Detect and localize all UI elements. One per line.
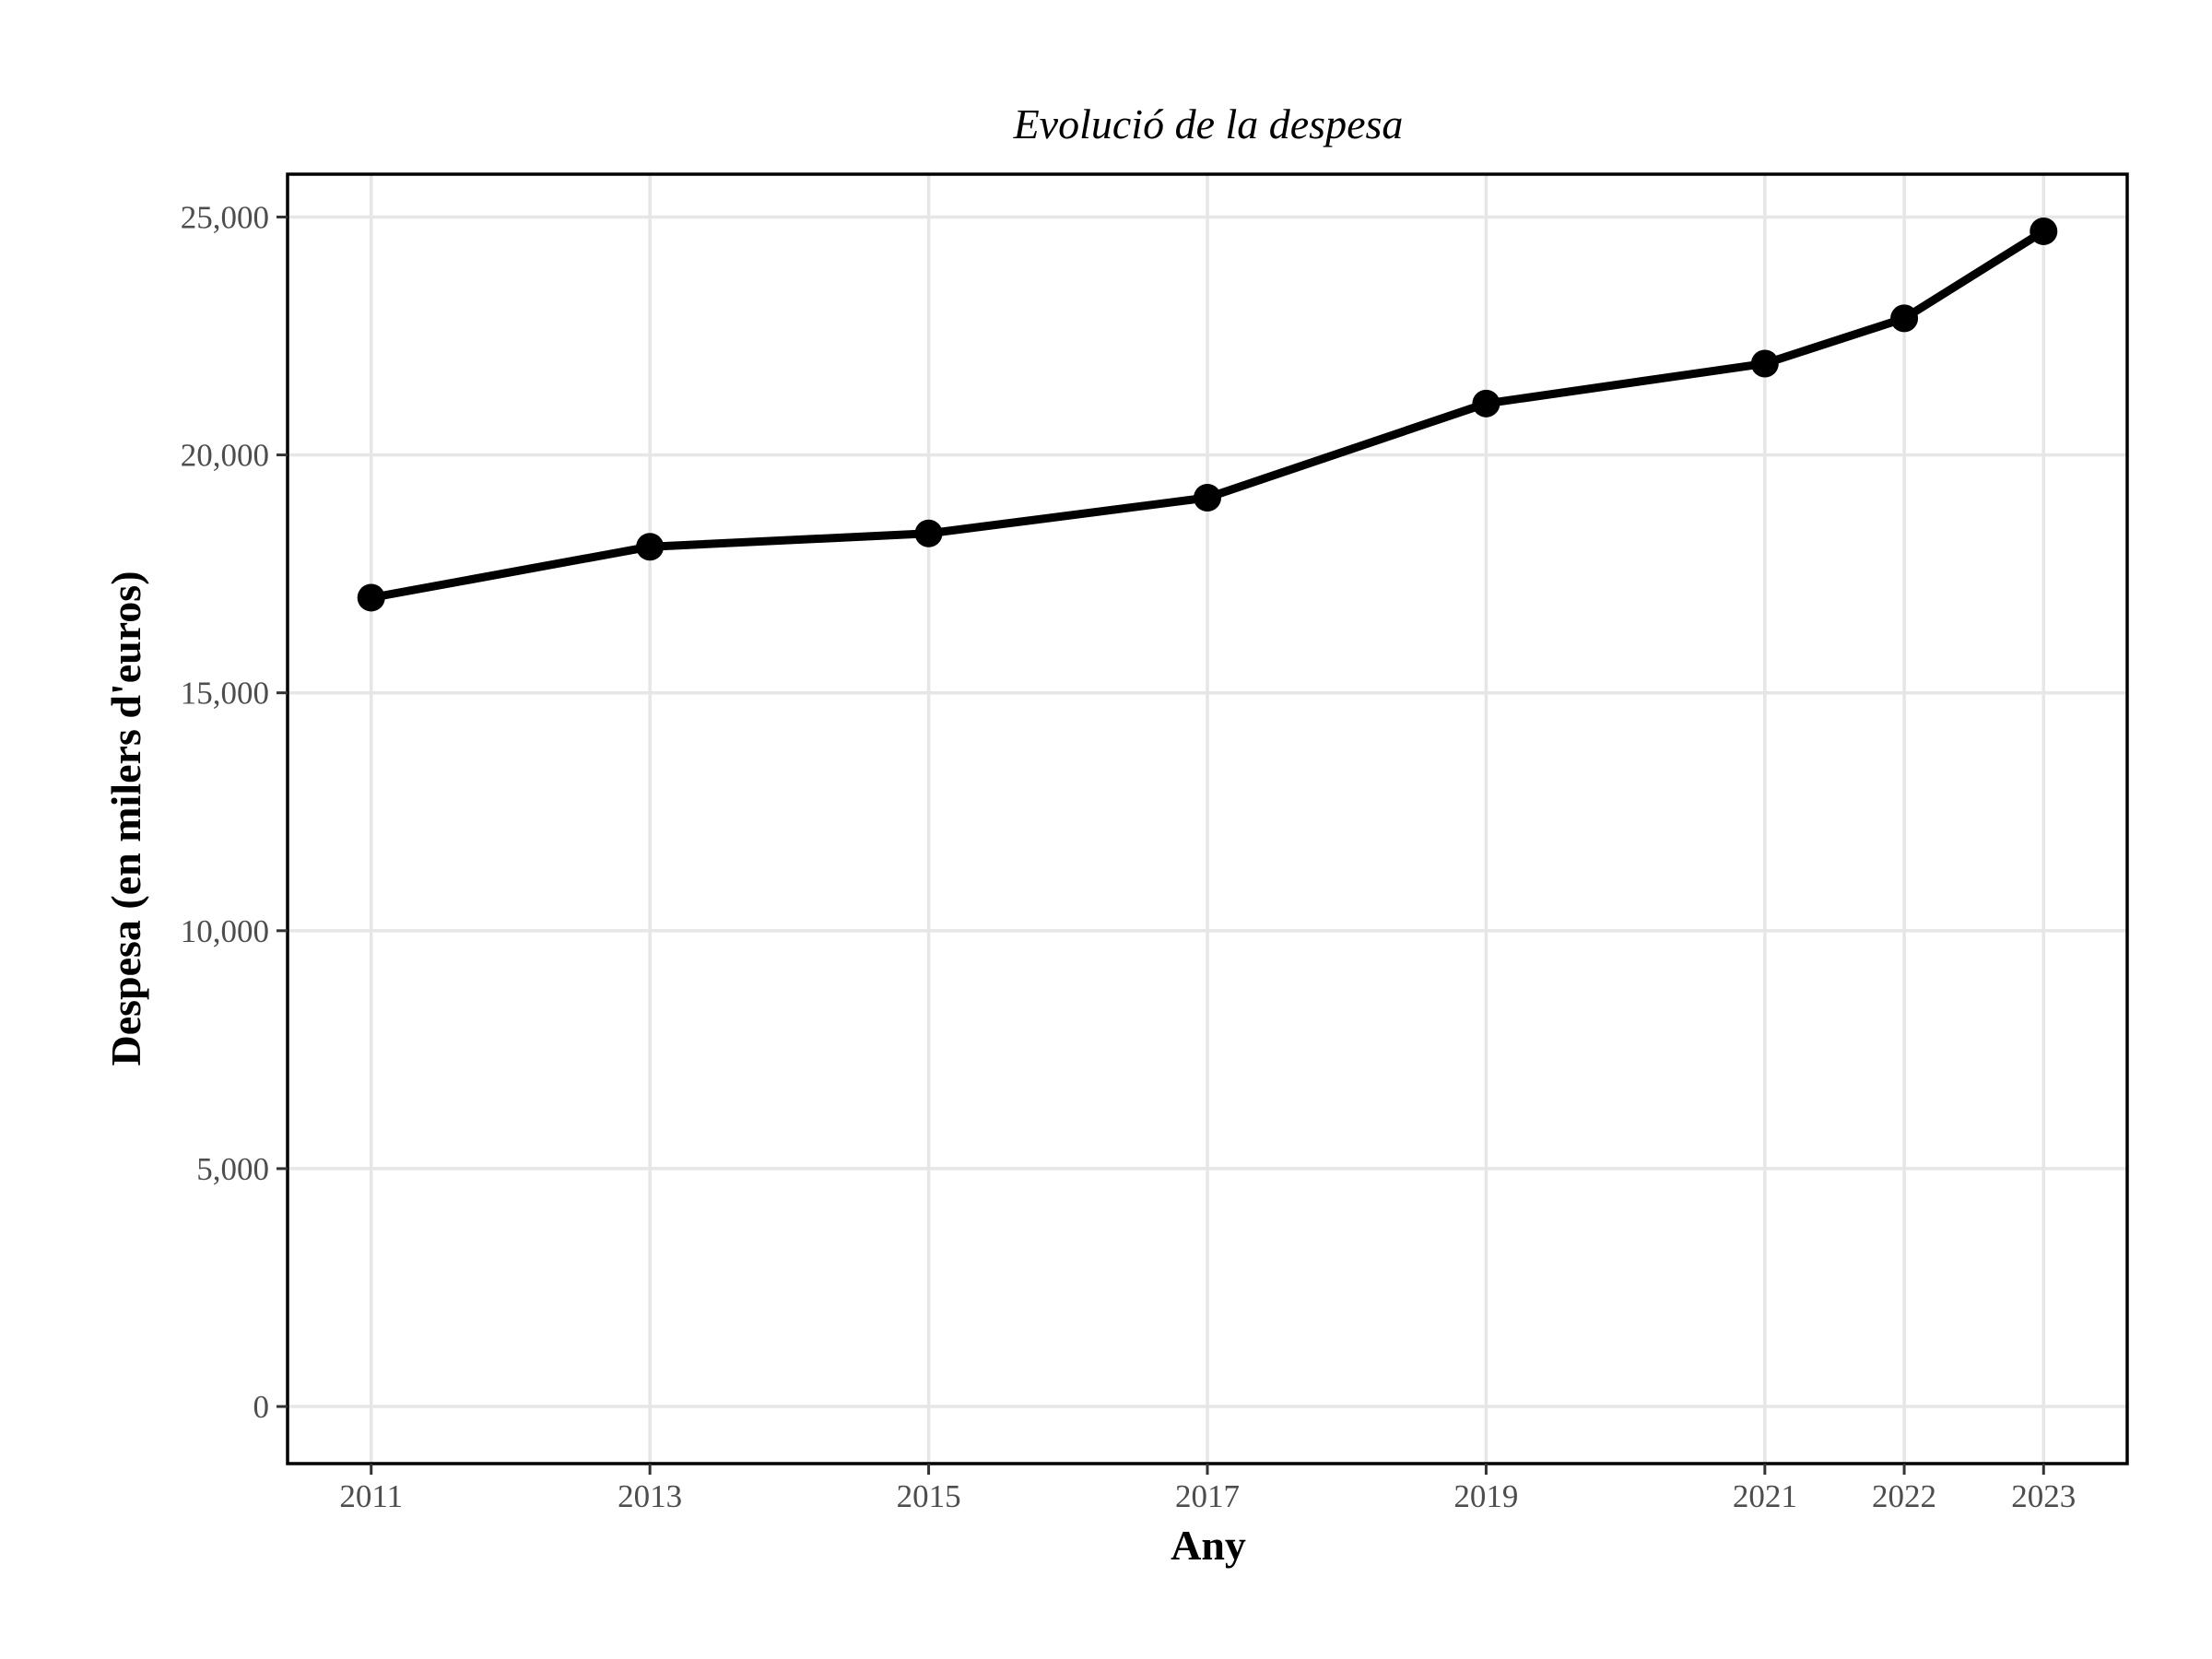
x-axis-title: Any: [1171, 1522, 1246, 1569]
data-point: [914, 519, 943, 547]
data-point: [357, 583, 385, 612]
y-tick-label: 10,000: [181, 913, 269, 949]
x-tick-label: 2023: [2011, 1478, 2076, 1514]
grid-lines: [288, 174, 2127, 1464]
chart-title: Evolució de la despesa: [1013, 100, 1404, 147]
data-point: [1472, 389, 1500, 418]
y-tick-label: 0: [253, 1389, 270, 1425]
x-tick-label: 2022: [1872, 1478, 1936, 1514]
x-tick-label: 2013: [618, 1478, 682, 1514]
series-despesa: [357, 217, 2058, 612]
x-tick-label: 2011: [339, 1478, 403, 1514]
data-point: [1890, 304, 1919, 333]
x-tick-label: 2021: [1733, 1478, 1797, 1514]
x-tick-label: 2017: [1175, 1478, 1240, 1514]
y-tick-label: 15,000: [181, 676, 269, 712]
data-point: [636, 533, 665, 561]
series-line: [367, 227, 2048, 602]
data-point: [2030, 217, 2058, 245]
axis-ticks: 0 5,000 10,000 15,000 20,000 25,000 2011 2013 20…: [181, 199, 2077, 1514]
data-point: [1194, 484, 1221, 512]
data-point: [1750, 349, 1779, 378]
y-tick-label: 20,000: [181, 438, 269, 474]
y-axis-title: Despesa (en milers d'euros): [102, 571, 149, 1065]
x-tick-label: 2015: [897, 1478, 961, 1514]
y-tick-label: 5,000: [196, 1151, 269, 1187]
y-tick-label: 25,000: [181, 199, 269, 235]
x-tick-label: 2019: [1453, 1478, 1518, 1514]
